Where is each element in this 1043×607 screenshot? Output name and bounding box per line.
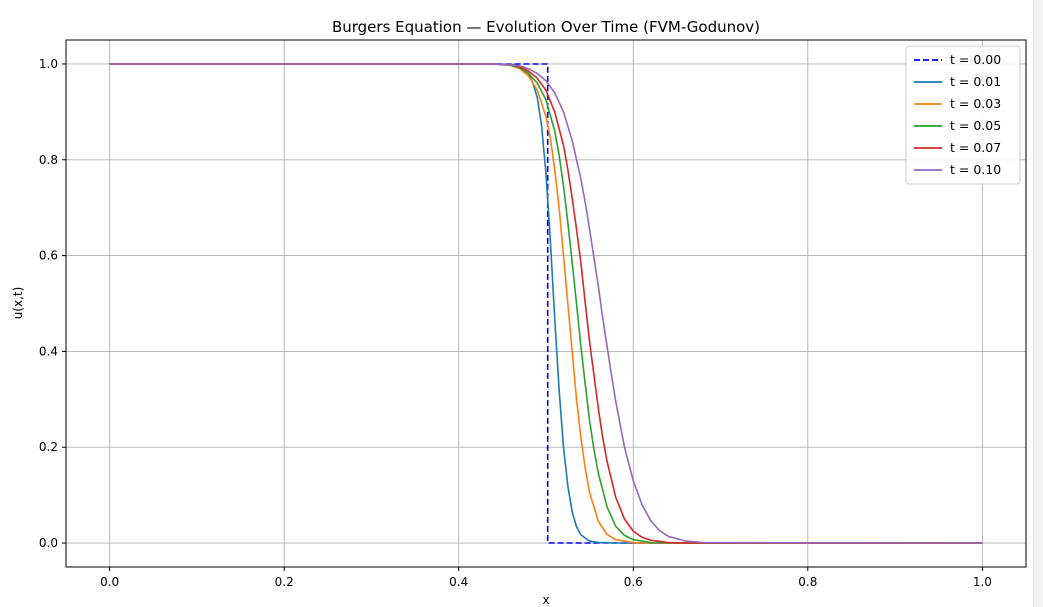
- y-tick-label: 0.2: [39, 440, 58, 454]
- series-line-3: [109, 63, 983, 544]
- legend-label-1: t = 0.01: [950, 74, 1001, 89]
- y-tick-label: 0.4: [39, 344, 58, 358]
- x-tick-label: 0.4: [449, 575, 468, 589]
- series-line-2: [109, 63, 983, 544]
- legend-label-5: t = 0.10: [950, 162, 1001, 177]
- series-line-1: [109, 63, 983, 544]
- legend-label-4: t = 0.07: [950, 140, 1001, 155]
- plot-frame: [65, 39, 1027, 568]
- x-tick-label: 0.8: [798, 575, 817, 589]
- x-axis-label: x: [542, 593, 549, 607]
- vertical-scrollbar[interactable]: [1033, 0, 1043, 607]
- y-axis-label: u(x,t): [11, 287, 25, 320]
- legend-label-2: t = 0.03: [950, 96, 1001, 111]
- series-lines: [109, 63, 983, 544]
- x-tick-label: 1.0: [973, 575, 992, 589]
- y-tick-label: 0.6: [39, 249, 58, 263]
- legend: t = 0.00 t = 0.01 t = 0.03 t = 0.05 t = 0.07…: [905, 45, 1021, 185]
- chart-title: Burgers Equation — Evolution Over Time (…: [332, 18, 760, 36]
- legend-label-0: t = 0.00: [950, 52, 1001, 67]
- series-line-0: [109, 63, 983, 544]
- series-line-4: [109, 63, 983, 544]
- y-tick-label: 0.0: [39, 536, 58, 550]
- x-tick-label: 0.2: [275, 575, 294, 589]
- series-line-5: [109, 63, 983, 544]
- y-tick-label: 0.8: [39, 153, 58, 167]
- y-axis-ticks: 0.0 0.2 0.4 0.6 0.8 1.0: [39, 57, 66, 550]
- legend-box: [905, 45, 1021, 185]
- x-axis-ticks: 0.0 0.2 0.4 0.6 0.8 1.0: [100, 567, 992, 589]
- y-tick-label: 1.0: [39, 57, 58, 71]
- legend-label-3: t = 0.05: [950, 118, 1001, 133]
- x-tick-label: 0.6: [624, 575, 643, 589]
- x-tick-label: 0.0: [100, 575, 119, 589]
